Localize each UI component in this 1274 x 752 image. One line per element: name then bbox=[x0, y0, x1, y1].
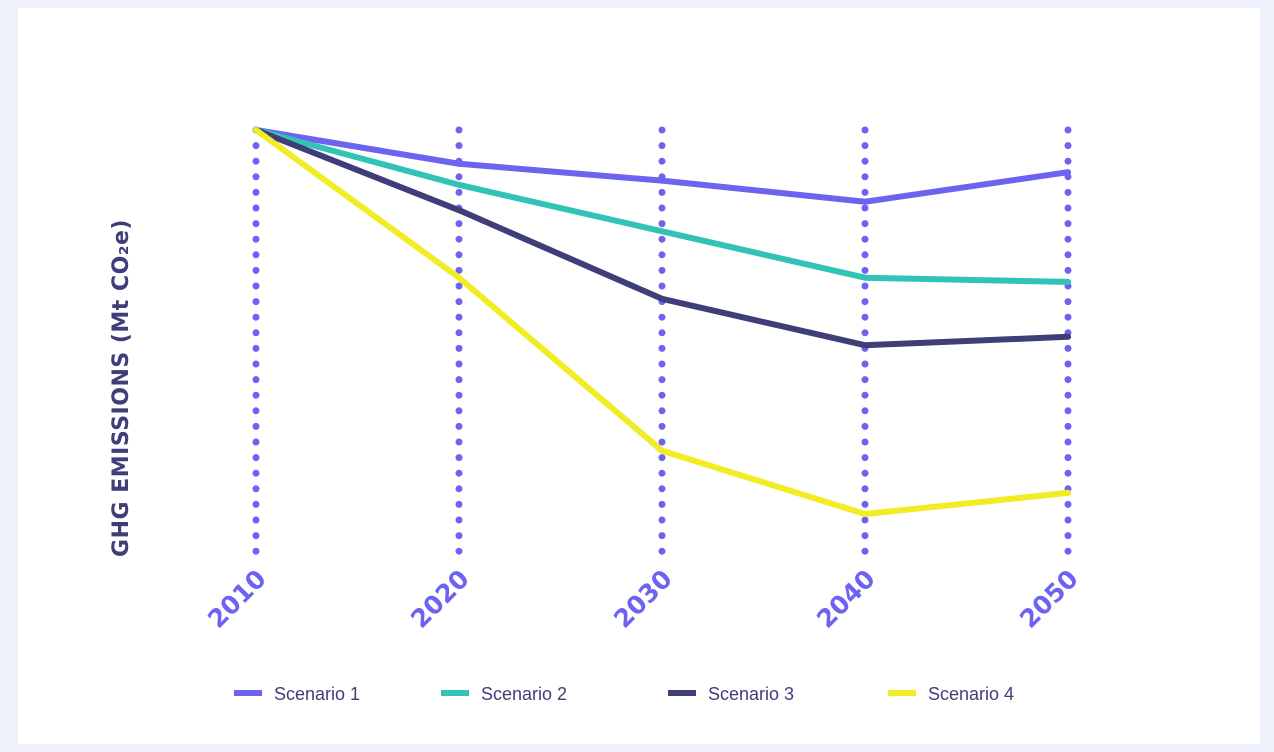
data-point bbox=[456, 274, 462, 281]
x-tick-label: 2020 bbox=[405, 564, 475, 634]
data-point bbox=[1065, 278, 1071, 285]
x-tick-labels: 2010 2020 2030 2040 2050 bbox=[202, 564, 1084, 634]
legend-swatch bbox=[888, 690, 916, 696]
data-point bbox=[659, 295, 665, 302]
legend-swatch bbox=[234, 690, 262, 696]
x-tick-label: 2030 bbox=[608, 564, 678, 634]
x-tick-label: 2010 bbox=[202, 564, 272, 634]
legend-item: Scenario 3 bbox=[668, 684, 794, 704]
x-tick-label: 2050 bbox=[1014, 564, 1084, 634]
data-point bbox=[862, 198, 868, 205]
data-point bbox=[456, 160, 462, 167]
series-lines bbox=[253, 127, 1071, 518]
x-tick-label: 2040 bbox=[811, 564, 881, 634]
legend-item: Scenario 4 bbox=[888, 684, 1014, 704]
legend: Scenario 1 Scenario 2 Scenario 3 Scenario 4 bbox=[234, 684, 1014, 704]
chart-card: 2010 2020 2030 2040 2050 GHG EMISSIONS (Mt C… bbox=[18, 8, 1260, 744]
data-point bbox=[456, 207, 462, 214]
data-point bbox=[1065, 489, 1071, 496]
legend-label: Scenario 3 bbox=[708, 684, 794, 704]
line-chart: 2010 2020 2030 2040 2050 GHG EMISSIONS (Mt C… bbox=[109, 126, 1084, 704]
legend-label: Scenario 1 bbox=[274, 684, 360, 704]
data-point bbox=[1065, 333, 1071, 340]
data-point bbox=[253, 127, 259, 133]
data-point bbox=[659, 447, 665, 454]
y-axis-label: GHG EMISSIONS (Mt CO₂e) bbox=[109, 219, 134, 557]
legend-swatch bbox=[441, 690, 469, 696]
data-point bbox=[862, 274, 868, 281]
data-point bbox=[1065, 169, 1071, 176]
data-point bbox=[659, 177, 665, 184]
legend-item: Scenario 2 bbox=[441, 684, 567, 704]
legend-item: Scenario 1 bbox=[234, 684, 360, 704]
data-point bbox=[862, 342, 868, 349]
legend-label: Scenario 4 bbox=[928, 684, 1014, 704]
legend-label: Scenario 2 bbox=[481, 684, 567, 704]
legend-swatch bbox=[668, 690, 696, 696]
data-point bbox=[659, 228, 665, 235]
data-point bbox=[862, 511, 868, 518]
data-point bbox=[456, 181, 462, 188]
